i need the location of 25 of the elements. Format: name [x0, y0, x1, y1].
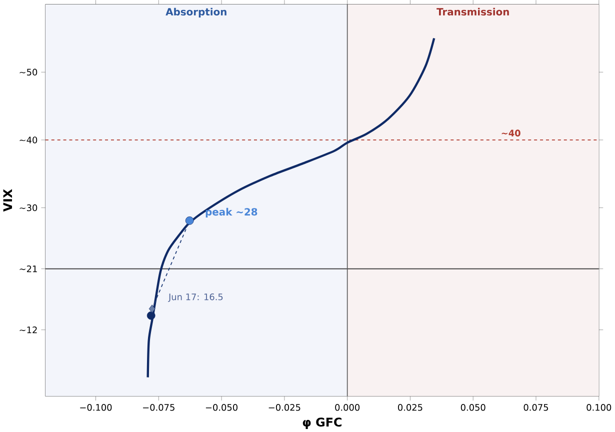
x-tick-label: 0.000	[335, 404, 360, 411]
x-tick-label: −0.075	[143, 404, 174, 411]
ref-line-label: ~40	[502, 130, 520, 136]
y-tick-label: ~12	[20, 326, 37, 334]
y-tick-label: ~40	[20, 136, 38, 144]
point	[185, 216, 194, 225]
y-tick-label: ~30	[20, 204, 38, 212]
x-tick-label: 0.075	[524, 404, 548, 411]
annotation: Jun 17: 16.5	[168, 293, 223, 302]
line-series	[146, 37, 436, 378]
band-label: Transmission	[436, 8, 509, 16]
x-tick-label: −0.050	[206, 404, 238, 411]
y-tick-label: ~21	[20, 265, 37, 272]
x-tick-label: 0.025	[398, 404, 422, 411]
x-tick-label: 0.100	[586, 404, 612, 411]
point	[148, 304, 156, 313]
y-tick-label: ~50	[20, 68, 38, 76]
y-axis-title: VIX	[3, 189, 12, 212]
x-tick-label: −0.025	[268, 404, 300, 411]
x-tick-label: 0.050	[460, 404, 486, 411]
x-tick-label: −0.100	[80, 404, 112, 411]
band-label: Absorption	[166, 8, 226, 18]
x-axis-title: φ GFC	[302, 417, 342, 429]
point	[146, 311, 156, 320]
annotation: peak ~28	[206, 208, 258, 218]
